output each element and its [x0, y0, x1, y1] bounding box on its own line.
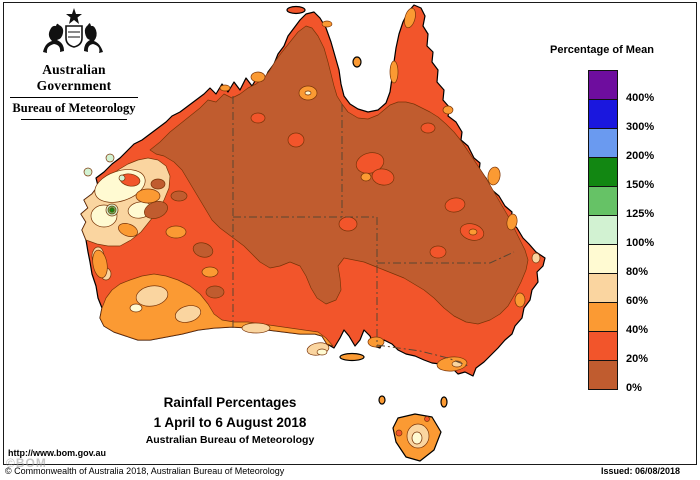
patch-peach-sw-1 — [135, 285, 169, 307]
patch-orange-qld-coast-1 — [487, 166, 501, 186]
crest-shield — [65, 25, 83, 48]
legend-swatch-400% — [589, 71, 617, 100]
patch-orange-topend-1 — [250, 71, 266, 83]
green-bullseye-core — [109, 207, 115, 213]
blob-brown-wa-3 — [192, 242, 214, 258]
legend-swatch-300% — [589, 100, 617, 129]
header-agency-title: Bureau of Meteorology — [12, 101, 136, 115]
legend-swatch-100% — [589, 216, 617, 245]
legend-label-150%: 150% — [626, 179, 655, 191]
patch-cream-sw — [129, 303, 143, 313]
blob-red-6 — [420, 122, 436, 134]
spot-red-tasmania-1 — [395, 429, 403, 437]
spot-palegreen-1 — [83, 167, 93, 177]
legend-swatch-0% — [589, 361, 617, 389]
island-king — [378, 395, 386, 405]
legend-swatch-125% — [589, 187, 617, 216]
patch-orange-sa-gulfs — [367, 336, 385, 348]
patch-peach-sw-2 — [174, 305, 202, 323]
blob-red-1 — [287, 132, 305, 148]
blob-orange-center — [360, 172, 372, 182]
legend-label-125%: 125% — [626, 208, 655, 220]
coat-of-arms-icon — [43, 8, 103, 53]
footer-watermark: ©BOM — [6, 456, 47, 470]
legend-bar — [588, 70, 618, 390]
blob-red-3 — [355, 152, 385, 174]
patch-orange-kimberley — [219, 84, 231, 92]
header-divider-1 — [10, 97, 138, 98]
blob-red-9 — [429, 245, 447, 259]
crest-emu — [84, 23, 103, 53]
patch-orange-capeyork-west — [389, 60, 399, 84]
patch-orange-in-bulge-2 — [118, 223, 138, 237]
blob-red-7 — [444, 197, 466, 213]
patch-peach-nsw-coast — [531, 252, 541, 264]
legend-label-100%: 100% — [626, 237, 655, 249]
crest-star — [66, 8, 82, 24]
patch-orange-capeyork-east — [442, 105, 454, 115]
patch-cream-eyre — [316, 348, 328, 356]
state-border-nsw-vic — [376, 344, 469, 367]
blob-orange-wa-1 — [165, 225, 187, 239]
legend-title: Percentage of Mean — [550, 44, 654, 56]
spot-palegreen-3 — [118, 174, 126, 182]
state-border-qld-nsw — [377, 251, 515, 264]
footer-copyright: © Commonwealth of Australia 2018, Austra… — [5, 466, 285, 476]
header-government-title: Australian Government — [36, 62, 112, 93]
legend-swatch-60% — [589, 274, 617, 303]
patch-orange-westcoast — [92, 249, 108, 279]
blob-brown-wa-2 — [170, 190, 188, 202]
island-melville — [286, 5, 306, 15]
legend-labels: 400% 300% 200% 150% 125% 100% 80% 60% 40% 20% 0% — [626, 70, 672, 394]
patch-brown-in-bulge — [150, 178, 166, 190]
header-divider-2 — [21, 119, 127, 120]
map-caption: Rainfall Percentages 1 April to 6 August… — [118, 395, 342, 446]
patch-cream-tasmania — [411, 431, 423, 445]
patch-cream-topend — [304, 90, 312, 96]
blob-brown-wa-4 — [205, 285, 225, 299]
blob-red-4 — [371, 168, 395, 186]
legend-swatch-150% — [589, 158, 617, 187]
legend-label-60%: 60% — [626, 295, 649, 307]
patch-orange-arnhem — [321, 20, 333, 28]
legend-label-400%: 400% — [626, 92, 655, 104]
island-kangaroo — [339, 352, 365, 362]
crest-kangaroo — [43, 23, 64, 53]
footer-url: http://www.bom.gov.au — [8, 448, 106, 458]
caption-period: 1 April to 6 August 2018 — [153, 415, 307, 430]
legend-label-80%: 80% — [626, 266, 649, 278]
legend-label-200%: 200% — [626, 150, 655, 162]
legend-swatch-20% — [589, 332, 617, 361]
blob-orange-wa-2 — [201, 266, 219, 278]
island-groote — [352, 56, 362, 68]
patch-orange-capeyork-tip — [404, 7, 416, 29]
legend-swatch-40% — [589, 303, 617, 332]
legend-label-0%: 0% — [626, 382, 642, 394]
legend-label-300%: 300% — [626, 121, 655, 133]
legend-swatch-200% — [589, 129, 617, 158]
blob-orange-east — [468, 228, 478, 236]
blob-red-2 — [250, 112, 266, 124]
footer-issued-date: Issued: 06/08/2018 — [600, 466, 680, 476]
patch-orange-qld-coast-2 — [506, 213, 518, 231]
island-flinders — [440, 396, 448, 408]
caption-source: Australian Bureau of Meteorology — [145, 434, 315, 446]
legend-swatch-80% — [589, 245, 617, 274]
spot-palegreen-2 — [105, 153, 115, 163]
legend-label-20%: 20% — [626, 353, 649, 365]
legend-label-40%: 40% — [626, 324, 649, 336]
patch-peach-bight — [241, 322, 271, 334]
caption-title: Rainfall Percentages — [163, 395, 297, 410]
patch-orange-in-bulge-1 — [135, 188, 161, 204]
patch-orange-nsw-coast — [514, 292, 526, 308]
blob-brown-wa-1 — [144, 201, 168, 219]
map-border-frame — [3, 2, 697, 465]
spot-red-tasmania-2 — [424, 416, 430, 422]
header-logo-block: Australian Government Bureau of Meteorol… — [10, 6, 138, 120]
